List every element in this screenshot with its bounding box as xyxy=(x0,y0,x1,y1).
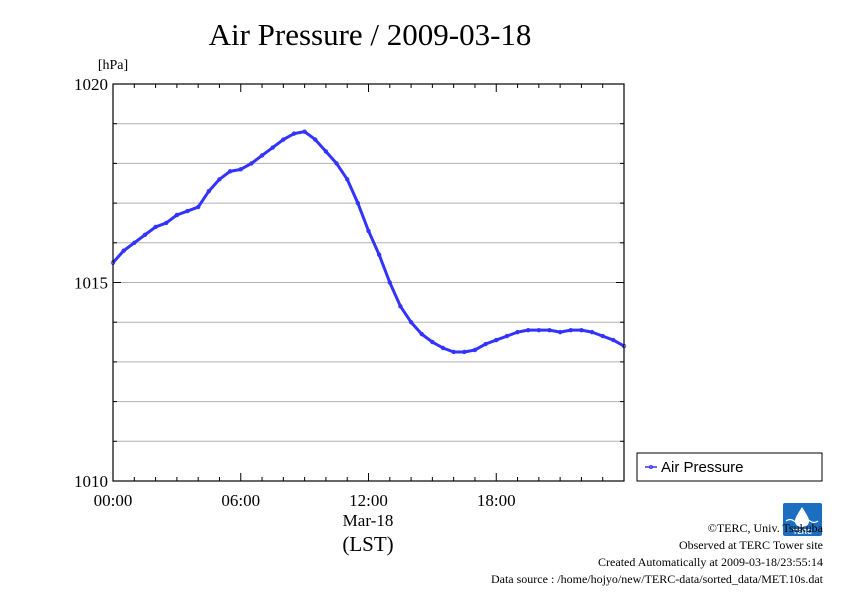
data-point xyxy=(611,337,616,343)
footer-created: Created Automatically at 2009-03-18/23:5… xyxy=(598,555,823,569)
data-point xyxy=(217,177,222,182)
data-point xyxy=(398,304,403,309)
data-point xyxy=(419,331,424,337)
data-point xyxy=(568,327,573,333)
data-point xyxy=(600,333,605,339)
wave-icon xyxy=(785,518,819,524)
data-point xyxy=(483,341,488,347)
data-point xyxy=(291,131,297,136)
data-point xyxy=(536,327,542,333)
data-point xyxy=(334,161,339,166)
legend-box xyxy=(636,452,823,482)
y-tick-label: 1015 xyxy=(74,274,108,293)
data-point xyxy=(387,280,392,285)
data-point xyxy=(195,204,201,210)
data-point xyxy=(249,161,254,166)
data-point xyxy=(579,327,584,333)
data-point xyxy=(259,153,265,158)
data-point xyxy=(547,327,552,333)
data-point xyxy=(121,248,126,253)
data-point xyxy=(366,228,371,234)
data-point xyxy=(345,177,350,182)
data-point xyxy=(153,224,158,230)
data-point xyxy=(472,347,478,353)
data-point xyxy=(451,349,456,355)
grid-lines xyxy=(113,123,624,442)
x-tick-label: 12:00 xyxy=(349,491,388,510)
y-tick-label: 1020 xyxy=(74,75,108,94)
data-point xyxy=(515,329,520,335)
data-point xyxy=(302,129,307,134)
data-point xyxy=(376,252,382,257)
footer-copyright: ©TERC, Univ. Tsukuba xyxy=(707,521,823,535)
data-point xyxy=(174,212,180,218)
data-point xyxy=(494,337,499,343)
legend-marker-swatch xyxy=(649,464,654,469)
data-point xyxy=(589,329,595,335)
data-point xyxy=(142,232,148,238)
axis-ticks xyxy=(112,83,625,482)
data-point xyxy=(238,167,243,172)
data-point xyxy=(281,137,286,142)
data-point xyxy=(525,327,531,333)
x-tick-label: 06:00 xyxy=(221,491,260,510)
data-point xyxy=(440,345,446,351)
series-line-air-pressure xyxy=(111,130,625,354)
axis-tick-labels: 1010 1015 1020 00:00 06:00 12:00 18:00 xyxy=(74,75,516,510)
footer-source: Data source : /home/hojyo/new/TERC-data/… xyxy=(490,572,823,586)
y-axis-unit-label: [hPa] xyxy=(98,58,128,73)
x-tick-label: 00:00 xyxy=(94,491,133,510)
timezone-label: (LST) xyxy=(342,532,393,556)
data-point xyxy=(462,349,467,355)
data-point xyxy=(132,240,137,245)
data-point xyxy=(355,200,361,206)
x-tick-label: 18:00 xyxy=(477,491,516,510)
data-point xyxy=(408,320,414,325)
data-point xyxy=(185,208,190,214)
data-point xyxy=(323,149,329,154)
footer-observed: Observed at TERC Tower site xyxy=(678,538,823,552)
data-point xyxy=(557,329,563,335)
data-point xyxy=(227,169,233,174)
y-tick-label: 1010 xyxy=(74,472,108,491)
legend-label: Air Pressure xyxy=(661,459,744,476)
data-point xyxy=(430,339,435,345)
data-point xyxy=(164,220,169,226)
data-point xyxy=(206,188,212,194)
logo-text: TERC xyxy=(793,529,812,536)
data-point xyxy=(313,137,318,142)
data-point xyxy=(270,145,275,150)
chart-title: Air Pressure / 2009-03-18 xyxy=(209,17,532,52)
legend: Air Pressure xyxy=(636,452,823,482)
data-point xyxy=(504,333,510,339)
terc-logo: TERC xyxy=(783,503,822,536)
date-label: Mar-18 xyxy=(343,511,394,530)
